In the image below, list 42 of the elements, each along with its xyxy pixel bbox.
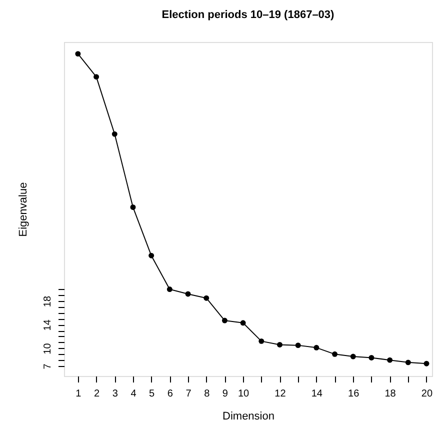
point (240, 320, 246, 326)
x-axis-title: Dimension (222, 410, 274, 422)
x-tick-label: 16 (348, 388, 360, 400)
x-tick-label: 8 (204, 388, 210, 400)
y-tick-label: 18 (42, 296, 54, 308)
point (332, 351, 338, 357)
point (148, 252, 154, 258)
y-axis-title: Eigenvalue (18, 182, 30, 237)
point (185, 291, 191, 297)
x-tick-label: 9 (222, 388, 228, 400)
x-tick-label: 5 (149, 388, 156, 400)
point (424, 360, 430, 366)
point (204, 295, 210, 301)
x-tick-label: 1 (76, 388, 82, 400)
y-tick-label: 14 (42, 319, 54, 331)
point (94, 74, 100, 80)
x-tick-label: 3 (112, 388, 118, 400)
point (314, 344, 320, 350)
x-tick-label: 4 (130, 388, 137, 400)
x-tick-label: 2 (94, 388, 100, 400)
point (75, 51, 81, 57)
point (112, 131, 118, 137)
point (222, 318, 228, 324)
point (350, 354, 356, 360)
point (130, 204, 136, 210)
x-tick-label: 12 (274, 388, 286, 400)
point (166, 286, 172, 292)
point (277, 342, 282, 348)
y-tick-label: 7 (42, 363, 54, 370)
point (368, 354, 374, 360)
x-tick-label: 14 (311, 388, 323, 400)
y-tick-label: 10 (42, 342, 54, 354)
x-tick-label: 6 (167, 388, 174, 400)
point (387, 357, 393, 363)
x-tick-label: 7 (186, 388, 192, 400)
point (295, 342, 301, 348)
x-tick-label: 10 (238, 388, 250, 400)
x-tick-label: 20 (421, 388, 433, 400)
x-tick-label: 18 (384, 388, 396, 400)
chart-title: Election periods 10–19 (1867–03) (162, 9, 335, 21)
point (405, 360, 411, 366)
point (258, 338, 264, 344)
